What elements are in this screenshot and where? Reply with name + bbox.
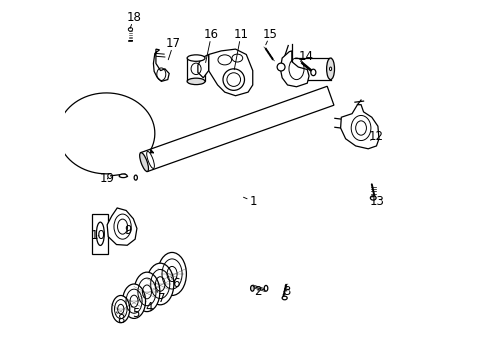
- Text: 4: 4: [145, 301, 153, 314]
- Text: 11: 11: [233, 28, 248, 41]
- Text: 1: 1: [249, 195, 257, 208]
- Text: 15: 15: [263, 28, 277, 41]
- Ellipse shape: [250, 285, 254, 291]
- Ellipse shape: [146, 151, 154, 168]
- Ellipse shape: [329, 67, 331, 71]
- Ellipse shape: [277, 63, 285, 71]
- Text: 7: 7: [157, 292, 165, 305]
- Text: 19: 19: [100, 172, 115, 185]
- Polygon shape: [208, 49, 252, 96]
- Ellipse shape: [326, 58, 334, 80]
- Text: 5: 5: [132, 307, 139, 320]
- Text: 9: 9: [124, 224, 131, 237]
- Ellipse shape: [140, 153, 148, 172]
- Ellipse shape: [264, 285, 267, 291]
- Text: 3: 3: [283, 285, 290, 298]
- Text: 12: 12: [368, 130, 383, 143]
- Ellipse shape: [134, 175, 137, 180]
- Text: 18: 18: [126, 12, 141, 24]
- Polygon shape: [153, 49, 169, 81]
- Ellipse shape: [146, 263, 174, 305]
- Text: 2: 2: [254, 285, 262, 298]
- Text: 16: 16: [203, 28, 219, 41]
- Polygon shape: [198, 54, 208, 78]
- Polygon shape: [92, 214, 108, 253]
- Ellipse shape: [282, 296, 286, 300]
- Text: 8: 8: [117, 312, 124, 326]
- Text: 13: 13: [369, 195, 384, 208]
- Ellipse shape: [119, 174, 127, 177]
- Polygon shape: [141, 86, 333, 171]
- Ellipse shape: [187, 55, 204, 61]
- Text: 17: 17: [165, 37, 181, 50]
- Ellipse shape: [134, 272, 160, 312]
- Ellipse shape: [122, 284, 145, 319]
- Ellipse shape: [158, 252, 186, 296]
- Polygon shape: [280, 51, 308, 87]
- Text: 10: 10: [91, 229, 105, 242]
- Ellipse shape: [369, 196, 375, 200]
- Polygon shape: [107, 208, 137, 245]
- Polygon shape: [340, 105, 378, 149]
- Text: 14: 14: [298, 50, 313, 63]
- Ellipse shape: [187, 78, 204, 85]
- Polygon shape: [187, 58, 204, 81]
- Ellipse shape: [112, 296, 129, 323]
- Ellipse shape: [310, 69, 315, 76]
- Text: 6: 6: [172, 278, 180, 291]
